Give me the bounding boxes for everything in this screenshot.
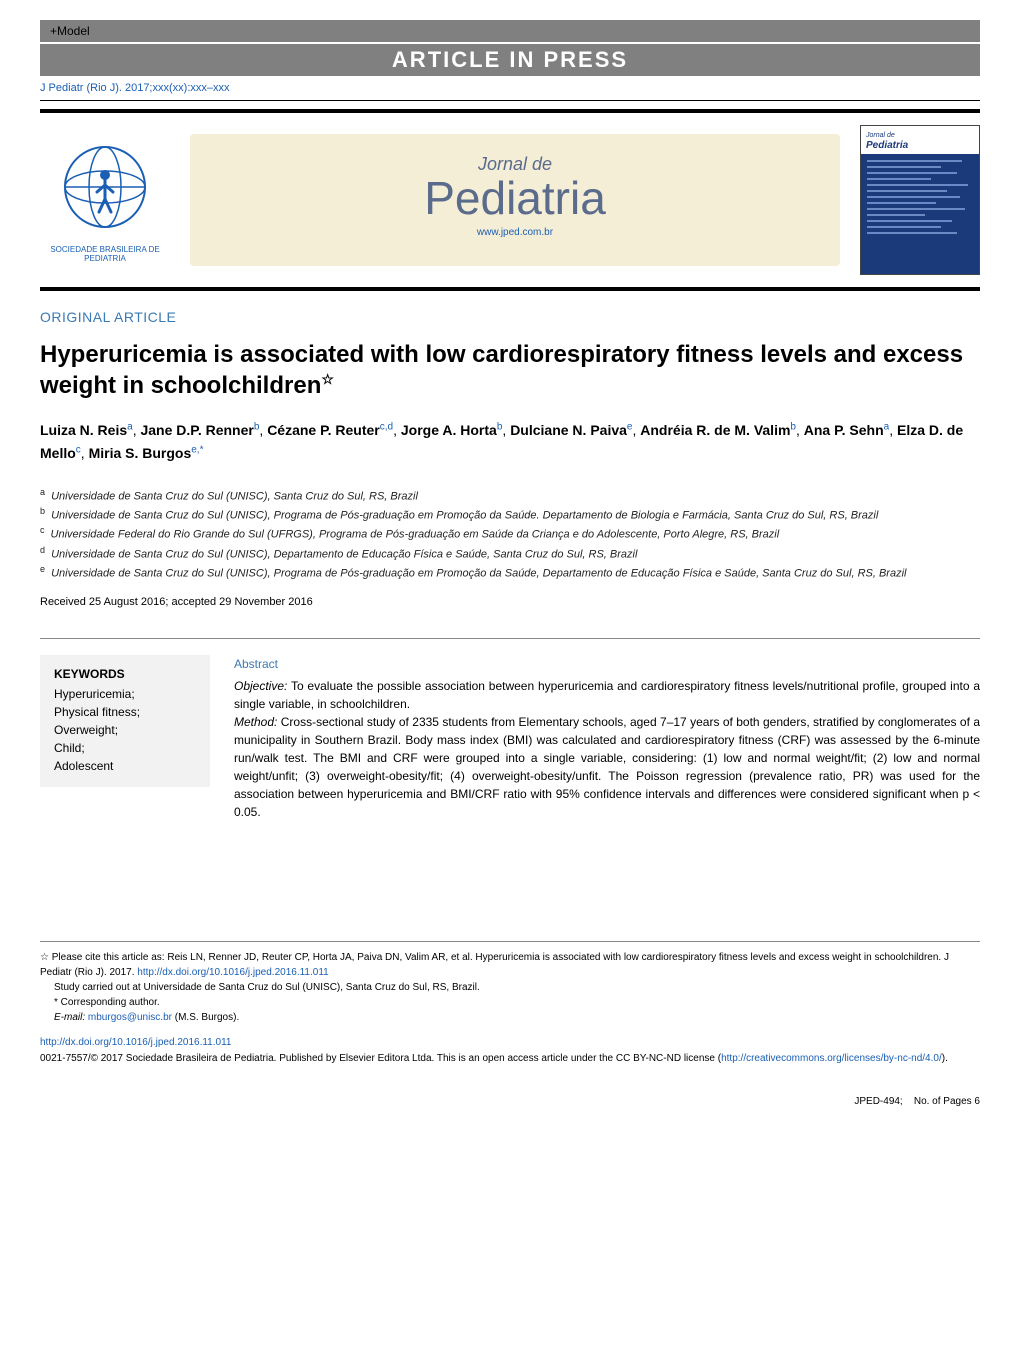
author-affiliation-sup: a	[127, 422, 133, 433]
model-label: +Model	[50, 24, 90, 38]
cover-decorative-lines	[861, 154, 979, 244]
doi-link[interactable]: http://dx.doi.org/10.1016/j.jped.2016.11…	[40, 1035, 980, 1050]
author-affiliation-sup: e	[627, 422, 633, 433]
journal-banner: Jornal de Pediatria www.jped.com.br	[190, 134, 840, 266]
article-in-press-bar: ARTICLE IN PRESS	[40, 44, 980, 76]
citation-line: J Pediatr (Rio J). 2017;xxx(xx):xxx–xxx	[40, 76, 980, 101]
method-label: Method:	[234, 715, 277, 729]
masthead: SOCIEDADE BRASILEIRA DE PEDIATRIA Jornal…	[40, 109, 980, 291]
author-affiliation-sup: c	[76, 444, 81, 455]
header-model-bar: +Model	[40, 20, 980, 42]
footnotes-section: ☆ Please cite this article as: Reis LN, …	[40, 941, 980, 1066]
author-affiliation-sup: a	[884, 422, 890, 433]
keyword-item: Adolescent	[54, 757, 196, 775]
objective-label: Objective:	[234, 679, 287, 693]
copyright-line: 0021-7557/© 2017 Sociedade Brasileira de…	[40, 1052, 980, 1066]
email-label: E-mail:	[54, 1012, 88, 1023]
affiliation-item: b Universidade de Santa Cruz do Sul (UNI…	[40, 505, 980, 524]
abstract-heading: Abstract	[234, 655, 980, 673]
author-name: Luiza N. Reis	[40, 422, 127, 438]
copyright-prefix: 0021-7557/© 2017 Sociedade Brasileira de…	[40, 1053, 721, 1064]
jped-id: JPED-494;	[854, 1096, 902, 1107]
keywords-box: KEYWORDS Hyperuricemia;Physical fitness;…	[40, 655, 210, 787]
objective-text: To evaluate the possible association bet…	[234, 679, 980, 711]
author-name: Ana P. Sehn	[804, 422, 884, 438]
affiliation-item: e Universidade de Santa Cruz do Sul (UNI…	[40, 563, 980, 582]
page-footer: JPED-494; No. of Pages 6	[40, 1096, 980, 1107]
society-logo-box: SOCIEDADE BRASILEIRA DE PEDIATRIA	[40, 137, 170, 263]
author-affiliation-sup: b	[254, 422, 260, 433]
author-name: Cézane P. Reuter	[267, 422, 380, 438]
affiliations-list: a Universidade de Santa Cruz do Sul (UNI…	[40, 486, 980, 582]
author-email-link[interactable]: mburgos@unisc.br	[88, 1012, 172, 1023]
title-text: Hyperuricemia is associated with low car…	[40, 341, 963, 399]
citation-text: J Pediatr (Rio J). 2017;xxx(xx):xxx–xxx	[40, 82, 230, 94]
authors-list: Luiza N. Reisa, Jane D.P. Rennerb, Cézan…	[40, 419, 980, 464]
abstract-objective: Objective: To evaluate the possible asso…	[234, 677, 980, 713]
cover-header-text: Jornal de Pediatria	[861, 126, 979, 154]
affiliation-item: d Universidade de Santa Cruz do Sul (UNI…	[40, 544, 980, 563]
corresponding-author-footnote: * Corresponding author.	[40, 995, 980, 1010]
keyword-item: Child;	[54, 739, 196, 757]
abstract-method: Method: Cross-sectional study of 2335 st…	[234, 713, 980, 821]
keyword-item: Hyperuricemia;	[54, 685, 196, 703]
license-url-link[interactable]: http://creativecommons.org/licenses/by-n…	[721, 1053, 942, 1064]
page-count: No. of Pages 6	[914, 1096, 980, 1107]
affiliation-item: c Universidade Federal do Rio Grande do …	[40, 524, 980, 543]
author-name: Jorge A. Horta	[401, 422, 497, 438]
author-name: Andréia R. de M. Valim	[640, 422, 790, 438]
article-dates: Received 25 August 2016; accepted 29 Nov…	[40, 596, 980, 608]
author-affiliation-sup: c,d	[380, 422, 393, 433]
cite-doi-link[interactable]: http://dx.doi.org/10.1016/j.jped.2016.11…	[137, 967, 328, 978]
press-label: ARTICLE IN PRESS	[392, 47, 628, 72]
journal-big-title: Pediatria	[220, 175, 810, 221]
author-affiliation-sup: b	[497, 422, 503, 433]
email-suffix: (M.S. Burgos).	[172, 1012, 239, 1023]
author-affiliation-sup: e,*	[191, 444, 203, 455]
author-name: Jane D.P. Renner	[140, 422, 253, 438]
society-name: SOCIEDADE BRASILEIRA DE PEDIATRIA	[40, 245, 170, 263]
email-footnote: E-mail: mburgos@unisc.br (M.S. Burgos).	[40, 1010, 980, 1025]
abstract-section: Abstract Objective: To evaluate the poss…	[234, 655, 980, 821]
keyword-item: Physical fitness;	[54, 703, 196, 721]
author-name: Dulciane N. Paiva	[510, 422, 627, 438]
author-affiliation-sup: b	[790, 422, 796, 433]
title-footnote-star: ☆	[321, 371, 334, 387]
copyright-suffix: ).	[942, 1053, 948, 1064]
author-name: Miria S. Burgos	[89, 445, 192, 461]
article-type-label: ORIGINAL ARTICLE	[40, 309, 980, 325]
globe-logo-icon	[55, 137, 155, 237]
article-title: Hyperuricemia is associated with low car…	[40, 339, 980, 401]
study-site-footnote: Study carried out at Universidade de San…	[40, 980, 980, 995]
citation-footnote: ☆ Please cite this article as: Reis LN, …	[40, 950, 980, 980]
article-body: KEYWORDS Hyperuricemia;Physical fitness;…	[40, 638, 980, 821]
keyword-item: Overweight;	[54, 721, 196, 739]
keywords-title: KEYWORDS	[54, 667, 196, 681]
affiliation-item: a Universidade de Santa Cruz do Sul (UNI…	[40, 486, 980, 505]
method-text: Cross-sectional study of 2335 students f…	[234, 715, 980, 819]
journal-url[interactable]: www.jped.com.br	[220, 227, 810, 238]
journal-cover-thumbnail: Jornal de Pediatria	[860, 125, 980, 275]
